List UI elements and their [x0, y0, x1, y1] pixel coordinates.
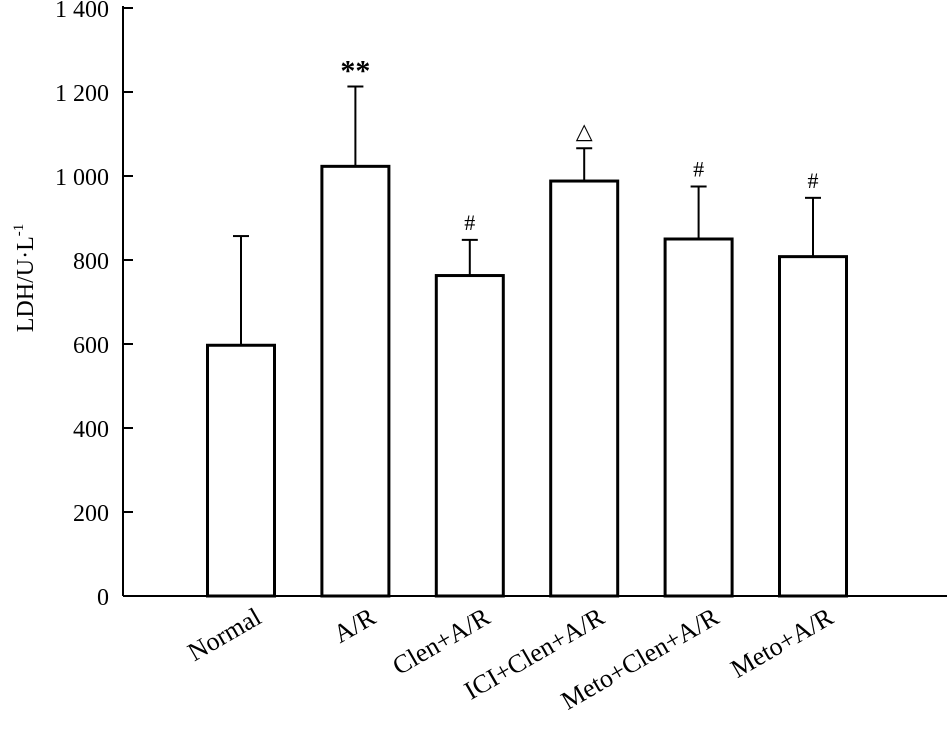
significance-annotations: ** # △ # #: [340, 55, 818, 235]
bar-a-r: [320, 164, 391, 598]
x-category-label: Meto+A/R: [726, 602, 839, 684]
x-axis-labels: Normal A/R Clen+A/RICI+Clen+A/RMeto+Clen+A…: [183, 602, 839, 716]
x-category-label: Normal: [183, 602, 266, 667]
bar-meto-clen-a-r: [663, 237, 734, 598]
x-category-label: A/R: [328, 602, 381, 649]
bar-meto-a-r: [778, 255, 848, 598]
significance-marker: #: [808, 168, 819, 193]
significance-marker: △: [576, 118, 593, 143]
bar-ici-clen-a-r: [549, 179, 620, 598]
significance-marker: #: [693, 157, 704, 182]
bar-normal: [206, 343, 276, 598]
significance-marker: #: [464, 210, 475, 235]
bar-clen-a-r: [434, 274, 505, 598]
significance-marker: **: [340, 55, 370, 88]
y-tick-label: 0: [97, 585, 109, 611]
y-tick-label: 1 000: [55, 165, 109, 191]
y-axis-title: LDH/U·L-1: [11, 224, 39, 332]
y-tick-label: 600: [73, 333, 109, 359]
bars: [206, 85, 848, 598]
y-axis-title-superscript: -1: [11, 224, 27, 237]
y-tick-label: 400: [73, 417, 109, 443]
y-axis-label: LDH/U·L-1: [11, 224, 39, 332]
y-tick-label: 1 400: [55, 0, 109, 23]
y-tick-label: 800: [73, 249, 109, 275]
y-tick-label: 1 200: [55, 81, 109, 107]
y-axis-title-main: LDH/U·L: [13, 236, 39, 332]
y-tick-label: 200: [73, 501, 109, 527]
